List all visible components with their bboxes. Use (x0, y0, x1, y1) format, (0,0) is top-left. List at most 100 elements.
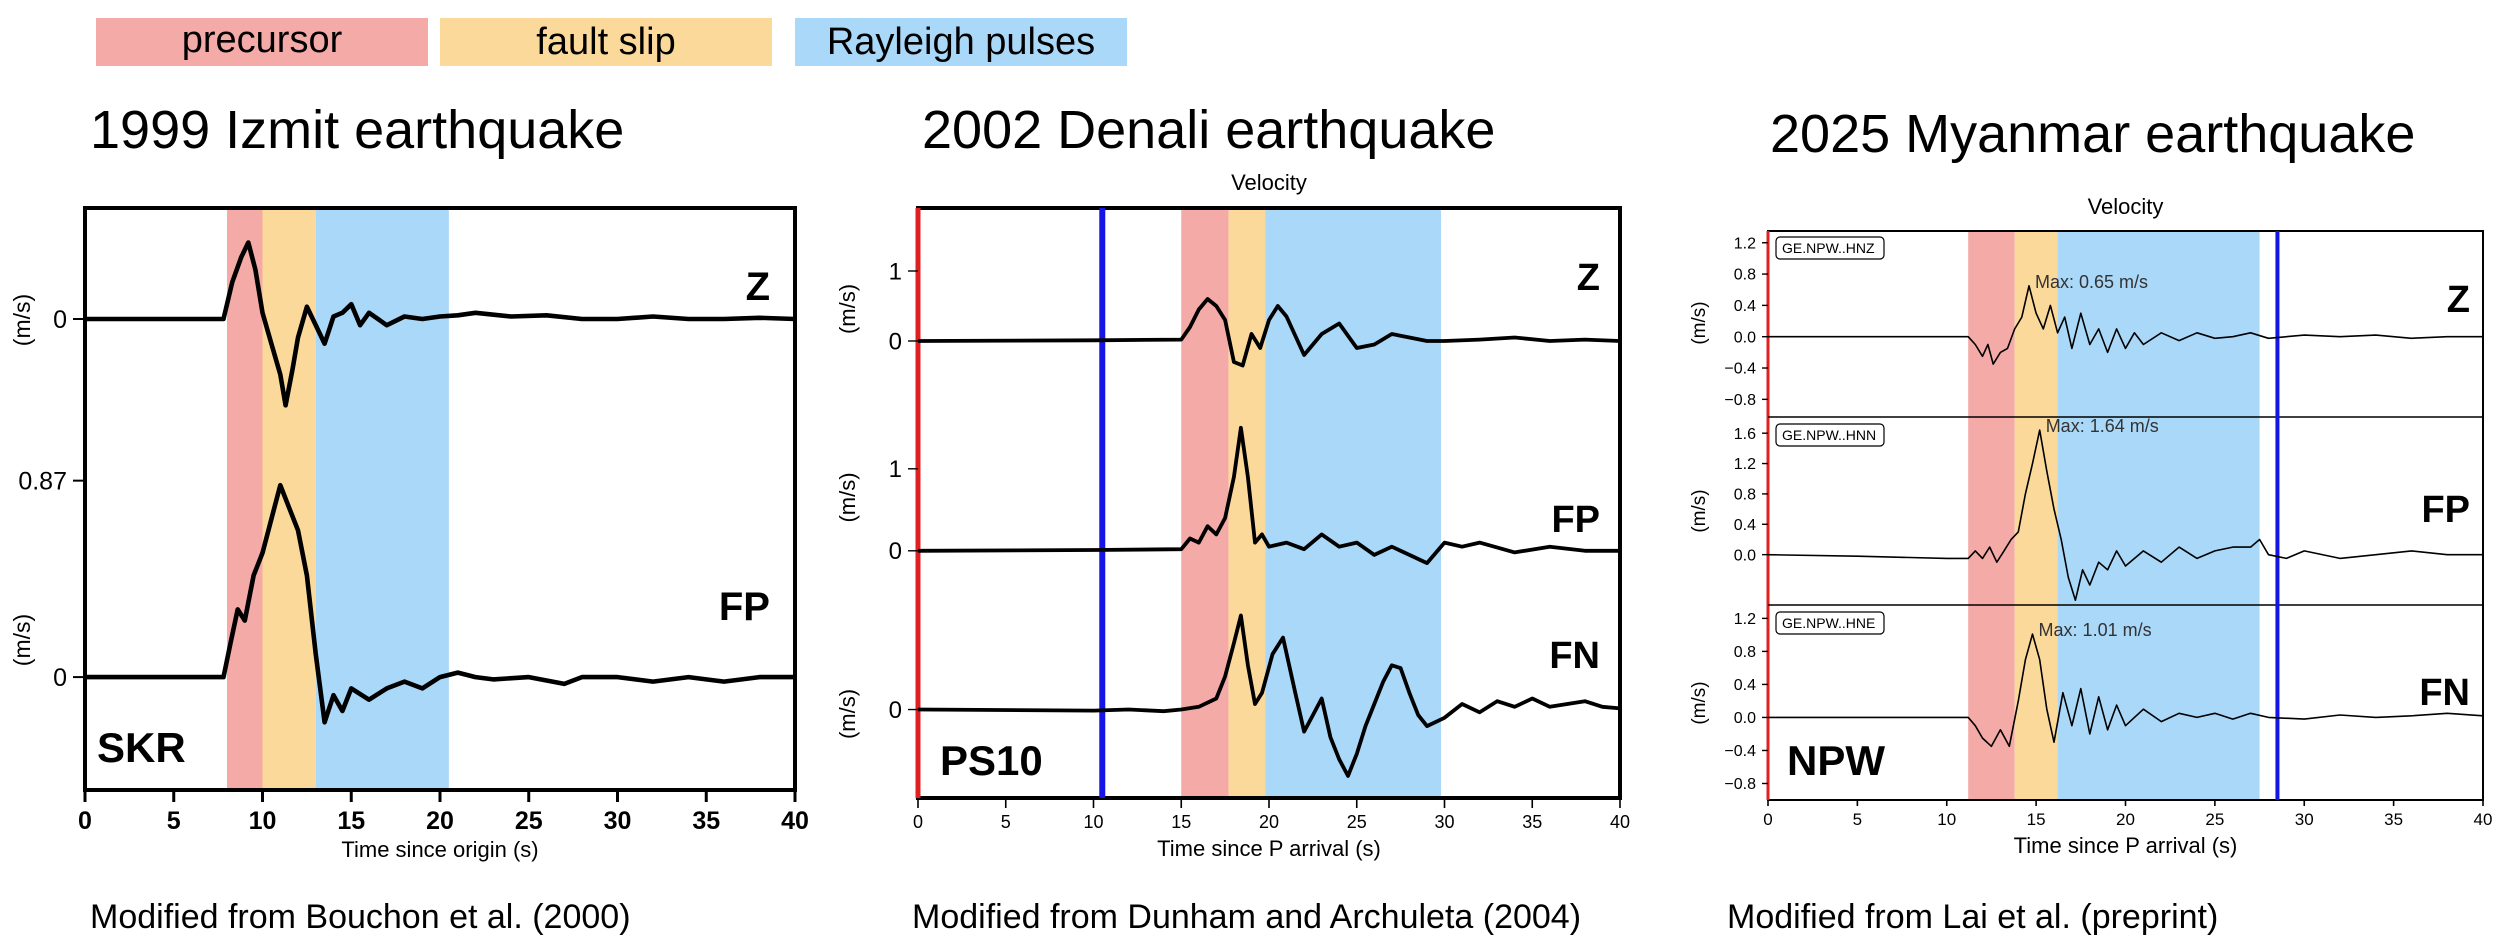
y-axis-label: (m/s) (835, 472, 860, 522)
legend-precursor-label: precursor (182, 19, 343, 61)
component-label: FP (2421, 489, 2470, 531)
waveform-z (85, 240, 796, 408)
x-tick-label: 10 (249, 807, 277, 835)
channel-box (1775, 423, 1885, 447)
series-z: −0.8 −0.4 0.0 0.4 0.8 1.2 (m/s) Z GE.NPW..HNZ Max… (1689, 235, 2483, 409)
x-tick-label: 25 (2205, 810, 2224, 829)
span-fault-slip (262, 208, 316, 790)
series-z: 0 (m/s) Z (9, 240, 796, 408)
waveform-fp (917, 425, 1620, 565)
y-tick-label: 1.2 (1734, 235, 1756, 252)
subplot-title: Velocity (2088, 194, 2164, 219)
y-axis-label: (m/s) (1689, 681, 1710, 724)
x-tick-label: 30 (604, 807, 632, 835)
y-tick-label: 1.6 (1734, 426, 1756, 443)
y-axis-label: (m/s) (835, 689, 860, 739)
y-tick-label: 0 (889, 697, 902, 724)
station-label: PS10 (940, 737, 1043, 784)
y-tick-label: 1.2 (1734, 611, 1756, 628)
y-tick-label: −0.4 (1724, 361, 1756, 378)
legend: precursor fault slip Rayleigh pulses (96, 18, 1127, 66)
x-tick-label: 20 (2116, 810, 2135, 829)
x-tick-label: 35 (1522, 812, 1542, 832)
y-tick-label: −0.4 (1724, 743, 1756, 760)
y-axis-label: (m/s) (835, 284, 860, 334)
x-axis-label: Time since P arrival (s) (1157, 836, 1381, 861)
subplot-title: Velocity (1231, 170, 1307, 195)
legend-precursor-swatch (96, 18, 428, 66)
channel-box (1775, 236, 1885, 260)
x-tick-label: 0 (78, 807, 92, 835)
y-axis-label: (m/s) (9, 614, 35, 666)
waveform-fp (1767, 429, 2483, 601)
x-tick-label: 15 (337, 807, 365, 835)
izmit-title: 1999 Izmit earthquake (90, 100, 624, 160)
x-tick-label: 35 (692, 807, 720, 835)
izmit-chart: 0 5 10 15 20 25 30 35 40 Time since origin (s) 0 (m… (9, 206, 809, 862)
component-label: Z (2447, 279, 2470, 321)
x-tick-label: 20 (426, 807, 454, 835)
legend-rayleigh-swatch (795, 18, 1127, 66)
series-fn: 0 (m/s) FN (835, 613, 1621, 778)
y-tick-label: 0 (889, 538, 902, 565)
legend-fault-slip-swatch (440, 18, 772, 66)
y-tick-label: −0.8 (1724, 776, 1756, 793)
x-tick-label: 10 (1937, 810, 1956, 829)
component-label: FN (2419, 672, 2470, 714)
y-axis-label: (m/s) (9, 294, 35, 346)
max-annotation: Max: 1.64 m/s (2046, 416, 2159, 436)
legend-fault-slip-label: fault slip (536, 21, 675, 63)
component-label: FP (1551, 499, 1600, 541)
y-tick-label: 1.2 (1734, 456, 1756, 473)
y-tick-label: 0.8 (1734, 267, 1756, 284)
component-label: FP (719, 585, 770, 629)
y-tick-label: 0 (53, 306, 67, 334)
myanmar-title: 2025 Myanmar earthquake (1770, 104, 2415, 164)
series-fn: −0.8 −0.4 0.0 0.4 0.8 1.2 (m/s) FN GE.NPW..HNE Ma… (1689, 611, 2484, 793)
x-tick-label: 25 (515, 807, 543, 835)
x-tick-label: 20 (1259, 812, 1279, 832)
izmit-caption: Modified from Bouchon et al. (2000) (90, 898, 631, 936)
span-precursor (227, 208, 263, 790)
span-rayleigh-pulses (2057, 231, 2260, 800)
x-tick-label: 5 (167, 807, 181, 835)
myanmar-chart: 0 5 10 15 20 25 30 35 40 Time since P arrival (s)… (1689, 194, 2492, 858)
y-tick-label: 0.0 (1734, 710, 1756, 727)
component-label: Z (746, 265, 770, 309)
x-axis-label: Time since origin (s) (341, 837, 538, 862)
channel-label: GE.NPW..HNZ (1782, 240, 1875, 256)
legend-rayleigh-label: Rayleigh pulses (827, 21, 1095, 63)
component-label: FN (1549, 635, 1600, 677)
denali-caption: Modified from Dunham and Archuleta (2004… (912, 898, 1581, 936)
y-tick-label: 0.8 (1734, 487, 1756, 504)
x-tick-label: 40 (2474, 810, 2493, 829)
x-tick-label: 40 (781, 807, 809, 835)
x-tick-label: 5 (1853, 810, 1862, 829)
y-tick-label: 0.8 (1734, 644, 1756, 661)
component-label: Z (1577, 257, 1600, 299)
y-tick-label: 1 (889, 258, 902, 285)
y-tick-label: 0.4 (1734, 298, 1756, 315)
y-tick-label: 0.4 (1734, 677, 1756, 694)
x-tick-label: 0 (1763, 810, 1772, 829)
x-axis-label: Time since P arrival (s) (2014, 833, 2238, 858)
denali-title: 2002 Denali earthquake (922, 100, 1495, 160)
y-tick-label: 1 (889, 456, 902, 483)
y-axis-label: (m/s) (1689, 301, 1710, 344)
myanmar-caption: Modified from Lai et al. (preprint) (1727, 898, 2218, 936)
series-fp: 0.87 0 (m/s) FP (9, 467, 795, 725)
waveform-fn (917, 613, 1621, 778)
x-tick-label: 35 (2384, 810, 2403, 829)
series-z: 0 1 (m/s) Z (835, 257, 1621, 368)
span-fault-slip (1228, 208, 1266, 798)
waveform-z (1768, 285, 2483, 365)
x-tick-label: 15 (1171, 812, 1191, 832)
waveform-z (917, 297, 1621, 368)
station-label: SKR (97, 724, 186, 771)
y-axis-label: (m/s) (1689, 489, 1710, 532)
x-tick-label: 15 (2027, 810, 2046, 829)
x-tick-label: 30 (2295, 810, 2314, 829)
y-tick-label: 0 (53, 664, 67, 692)
